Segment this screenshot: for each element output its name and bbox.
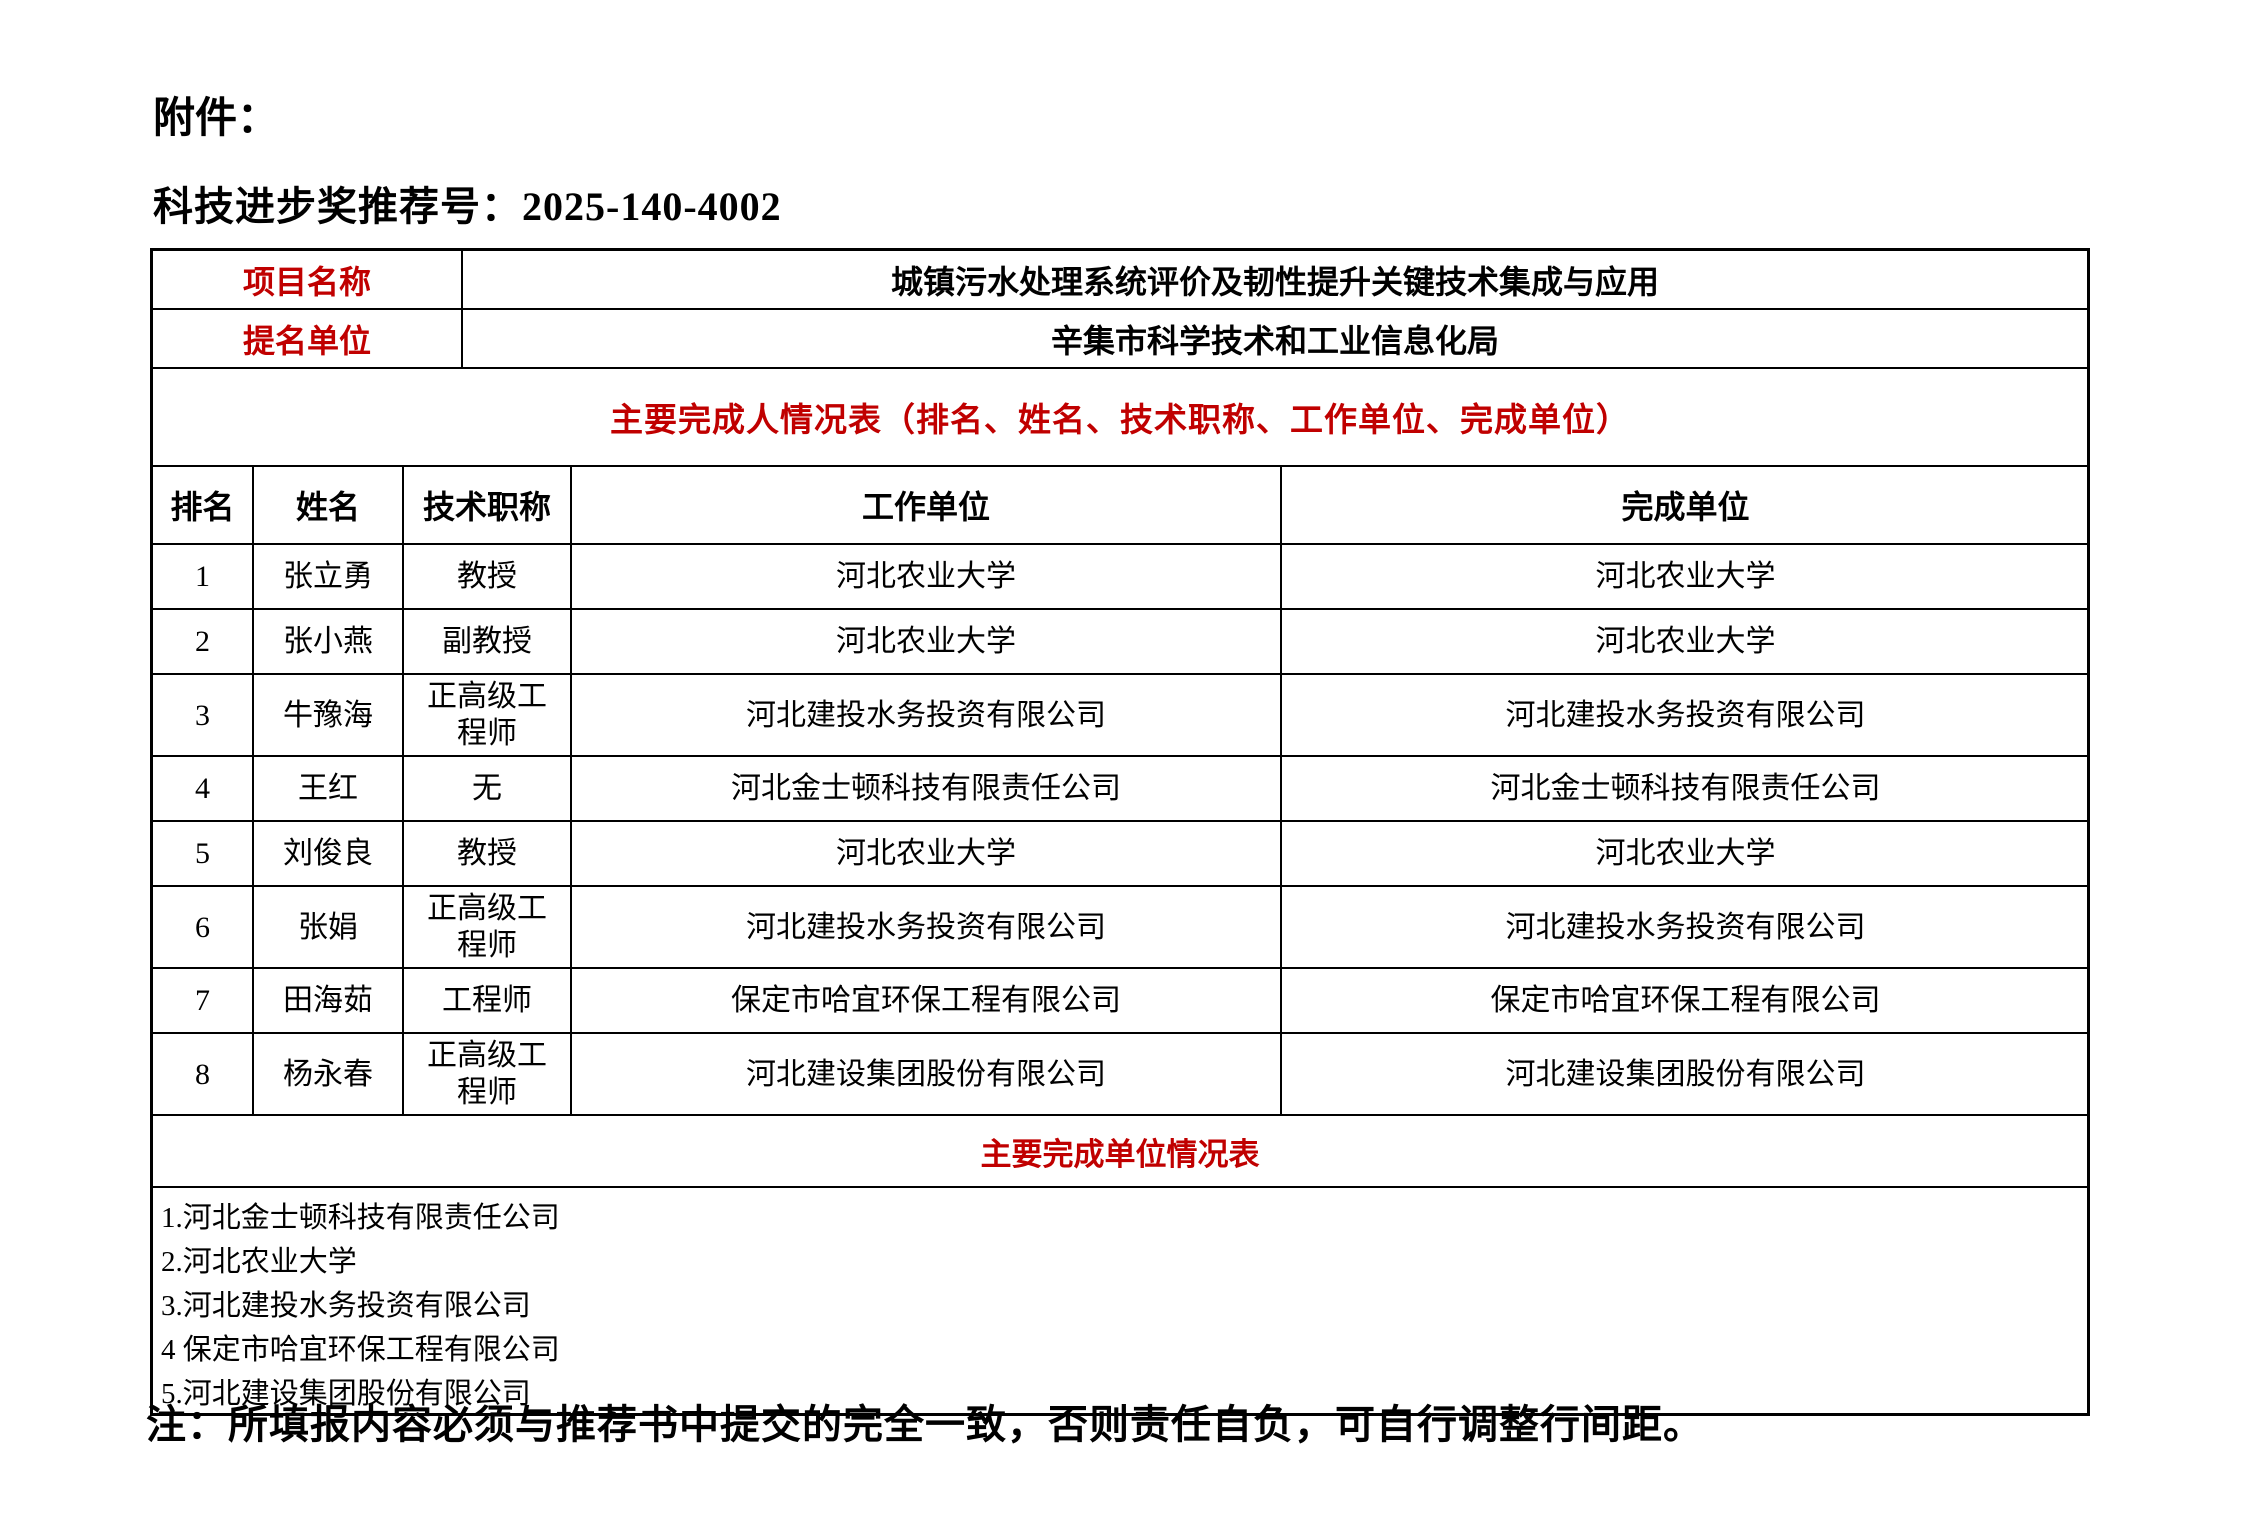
unit-item: 5.河北建设集团股份有限公司	[161, 1378, 531, 1410]
cell-rank: 3	[152, 673, 254, 757]
cell-work-unit: 河北金士顿科技有限责任公司	[570, 755, 1282, 822]
nominator-row: 提名单位 辛集市科学技术和工业信息化局	[153, 310, 2087, 369]
column-header-name: 姓名	[252, 466, 404, 545]
cell-title: 副教授	[402, 608, 572, 675]
table-row: 6 张娟 正高级工程师 河北建投水务投资有限公司 河北建投水务投资有限公司	[152, 885, 2090, 969]
cell-work-unit: 河北建投水务投资有限公司	[570, 673, 1282, 757]
cell-work-unit: 河北农业大学	[570, 820, 1282, 887]
cell-name: 牛豫海	[252, 673, 404, 757]
cell-rank: 4	[152, 755, 254, 822]
recommendation-line: 科技进步奖推荐号：2025-140-4002	[153, 174, 782, 232]
cell-name: 张立勇	[252, 543, 404, 610]
cell-title: 正高级工程师	[402, 1032, 572, 1115]
unit-item: 2.河北农业大学	[161, 1246, 357, 1278]
attachment-label: 附件：	[153, 96, 280, 142]
cell-work-unit: 河北建设集团股份有限公司	[570, 1032, 1282, 1115]
project-name-value: 城镇污水处理系统评价及韧性提升关键技术集成与应用	[890, 263, 1659, 300]
table-row: 4 王红 无 河北金士顿科技有限责任公司 河北金士顿科技有限责任公司	[152, 755, 2090, 822]
cell-title: 无	[402, 755, 572, 822]
recommendation-label: 科技进步奖推荐号：	[153, 184, 522, 229]
column-header-rank: 排名	[152, 466, 254, 545]
cell-rank: 7	[152, 967, 254, 1034]
cell-completion-unit: 河北金士顿科技有限责任公司	[1280, 755, 2090, 822]
table-row: 5 刘俊良 教授 河北农业大学 河北农业大学	[152, 820, 2090, 887]
cell-work-unit: 保定市哈宜环保工程有限公司	[570, 967, 1282, 1034]
cell-rank: 1	[152, 543, 254, 610]
unit-item: 1.河北金士顿科技有限责任公司	[161, 1202, 560, 1234]
cell-title: 正高级工程师	[402, 673, 572, 757]
cell-name: 王红	[252, 755, 404, 822]
recommendation-number: 2025-140-4002	[522, 184, 782, 229]
project-name-label: 项目名称	[153, 251, 463, 308]
cell-completion-unit: 河北建设集团股份有限公司	[1280, 1032, 2090, 1115]
cell-title: 正高级工程师	[402, 885, 572, 969]
cell-title: 教授	[402, 820, 572, 887]
cell-completion-unit: 保定市哈宜环保工程有限公司	[1280, 967, 2090, 1034]
cell-rank: 8	[152, 1032, 254, 1115]
cell-work-unit: 河北建投水务投资有限公司	[570, 885, 1282, 969]
table-row: 7 田海茹 工程师 保定市哈宜环保工程有限公司 保定市哈宜环保工程有限公司	[152, 967, 2090, 1034]
cell-name: 张娟	[252, 885, 404, 969]
cell-rank: 2	[152, 608, 254, 675]
units-list: 1.河北金士顿科技有限责任公司 2.河北农业大学 3.河北建投水务投资有限公司 …	[153, 1188, 2087, 1413]
award-table: 项目名称 城镇污水处理系统评价及韧性提升关键技术集成与应用 提名单位 辛集市科学…	[150, 248, 2090, 1416]
cell-title: 工程师	[402, 967, 572, 1034]
cell-name: 田海茹	[252, 967, 404, 1034]
contributors-section-title: 主要完成人情况表（排名、姓名、技术职称、工作单位、完成单位）	[153, 369, 2087, 467]
cell-name: 刘俊良	[252, 820, 404, 887]
cell-name: 杨永春	[252, 1032, 404, 1115]
cell-completion-unit: 河北农业大学	[1280, 608, 2090, 675]
cell-name: 张小燕	[252, 608, 404, 675]
cell-completion-unit: 河北建投水务投资有限公司	[1280, 885, 2090, 969]
units-section-title: 主要完成单位情况表	[153, 1114, 2087, 1188]
table-row: 2 张小燕 副教授 河北农业大学 河北农业大学	[152, 608, 2090, 675]
table-row: 8 杨永春 正高级工程师 河北建设集团股份有限公司 河北建设集团股份有限公司	[152, 1032, 2090, 1115]
cell-completion-unit: 河北农业大学	[1280, 543, 2090, 610]
cell-work-unit: 河北农业大学	[570, 543, 1282, 610]
cell-completion-unit: 河北建投水务投资有限公司	[1280, 673, 2090, 757]
contributors-table: 排名 姓名 技术职称 工作单位 完成单位 1 张立勇 教授 河北农业大学 河北农…	[152, 466, 2090, 1115]
nominator-value: 辛集市科学技术和工业信息化局	[1050, 322, 1499, 359]
cell-work-unit: 河北农业大学	[570, 608, 1282, 675]
table-row: 1 张立勇 教授 河北农业大学 河北农业大学	[152, 543, 2090, 610]
unit-item: 4 保定市哈宜环保工程有限公司	[161, 1334, 560, 1366]
cell-rank: 5	[152, 820, 254, 887]
unit-item: 3.河北建投水务投资有限公司	[161, 1290, 531, 1322]
footer-note: 注：所填报内容必须与推荐书中提交的完全一致，否则责任自负，可自行调整行间距。	[146, 1402, 1704, 1447]
cell-title: 教授	[402, 543, 572, 610]
table-row: 3 牛豫海 正高级工程师 河北建投水务投资有限公司 河北建投水务投资有限公司	[152, 673, 2090, 757]
column-header-work-unit: 工作单位	[570, 466, 1282, 545]
project-name-row: 项目名称 城镇污水处理系统评价及韧性提升关键技术集成与应用	[153, 251, 2087, 310]
cell-rank: 6	[152, 885, 254, 969]
nominator-label: 提名单位	[153, 310, 463, 367]
cell-completion-unit: 河北农业大学	[1280, 820, 2090, 887]
column-header-completion-unit: 完成单位	[1280, 466, 2090, 545]
contributors-header-row: 排名 姓名 技术职称 工作单位 完成单位	[152, 466, 2090, 545]
column-header-title: 技术职称	[402, 466, 572, 545]
